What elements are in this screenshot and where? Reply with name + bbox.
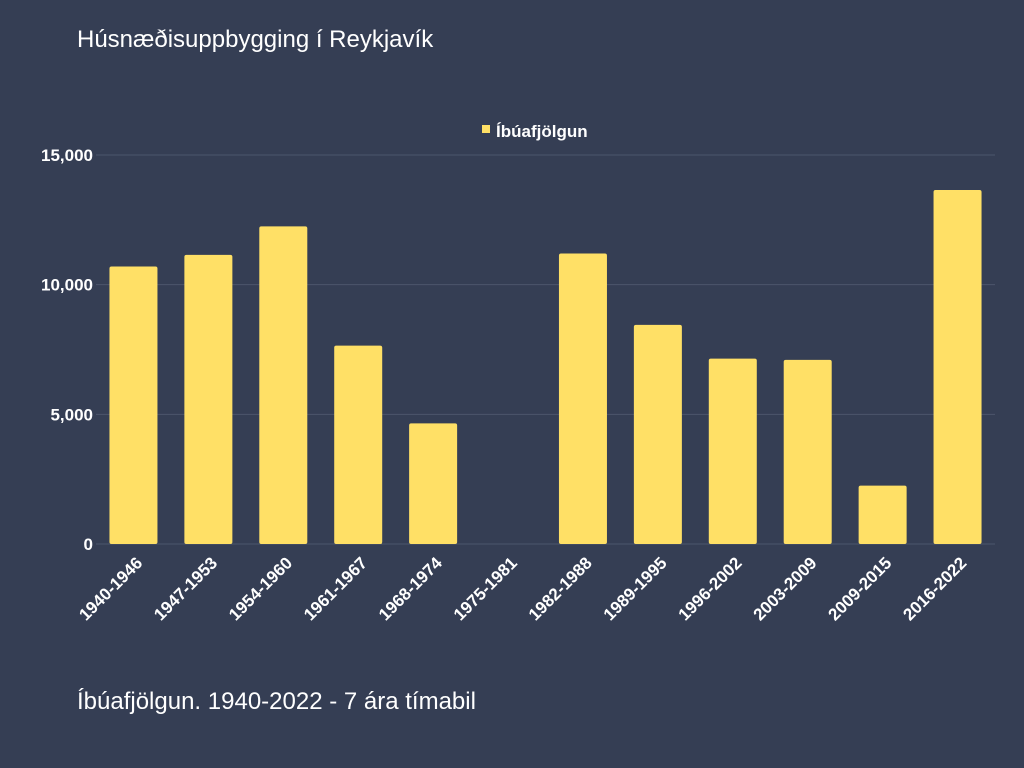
y-tick-label: 5,000 (50, 405, 93, 424)
x-tick-label: 1968-1974 (375, 553, 446, 624)
x-tick-label: 2016-2022 (899, 553, 970, 624)
bar-1989-1995 (633, 324, 682, 544)
y-tick-label: 15,000 (41, 146, 93, 165)
y-axis-ticks: 0 5,000 10,000 15,000 (41, 146, 93, 554)
bar-1940-1946 (109, 266, 158, 544)
legend-swatch (482, 125, 490, 133)
bar-1961-1967 (334, 345, 383, 544)
chart-caption: Íbúafjölgun. 1940-2022 - 7 ára tímabil (77, 688, 476, 715)
bar-1954-1960 (259, 226, 308, 545)
x-tick-label: 1954-1960 (225, 553, 296, 624)
bar-2016-2022 (933, 190, 982, 544)
x-tick-label: 1947-1953 (150, 553, 221, 624)
y-tick-label: 10,000 (41, 276, 93, 295)
x-tick-label: 2009-2015 (825, 553, 896, 624)
bar-1968-1974 (409, 423, 458, 544)
x-axis-ticks: 1940-1946 1947-1953 1954-1960 1961-1967 1968… (75, 553, 970, 624)
x-tick-label: 1982-1988 (525, 553, 596, 624)
bar-1947-1953 (184, 254, 233, 545)
x-tick-label: 1989-1995 (600, 553, 671, 624)
x-tick-label: 1975-1981 (450, 553, 521, 624)
x-tick-label: 1961-1967 (300, 553, 371, 624)
grid-layer (96, 154, 995, 545)
x-tick-label: 1996-2002 (675, 553, 746, 624)
bar-2003-2009 (783, 359, 832, 544)
legend: Íbúafjölgun (482, 122, 588, 141)
bar-layer (109, 190, 982, 545)
x-tick-label: 2003-2009 (750, 553, 821, 624)
bar-1982-1988 (558, 253, 607, 544)
legend-label: Íbúafjölgun (496, 122, 588, 141)
chart-title: Húsnæðisuppbygging í Reykjavík (77, 26, 434, 53)
x-tick-label: 1940-1946 (75, 553, 146, 624)
bar-1996-2002 (708, 358, 757, 544)
bar-2009-2015 (858, 485, 907, 544)
y-tick-label: 0 (84, 535, 93, 554)
